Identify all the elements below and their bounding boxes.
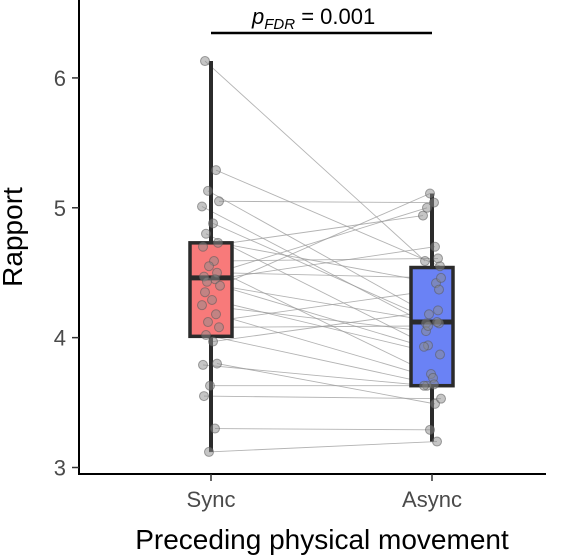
- data-point-sync: [200, 287, 210, 298]
- data-point-sync: [198, 359, 208, 370]
- paired-line: [203, 395, 442, 400]
- axes: [78, 0, 546, 475]
- data-point-sync: [204, 261, 214, 272]
- paired-lines: [201, 60, 442, 453]
- paired-line: [216, 272, 442, 279]
- paired-line: [215, 313, 434, 379]
- data-point-async: [432, 436, 442, 447]
- data-point-sync: [208, 336, 218, 347]
- y-tick-label: 3: [54, 456, 66, 481]
- p-subscript: FDR: [264, 16, 295, 33]
- paired-line: [201, 304, 427, 332]
- data-point-sync: [204, 446, 214, 457]
- x-tick-label: Async: [402, 487, 462, 512]
- data-point-sync: [203, 185, 213, 196]
- paired-line: [208, 441, 438, 453]
- data-point-sync: [210, 423, 220, 434]
- boxes: [188, 61, 455, 452]
- y-tick-label: 6: [54, 66, 66, 91]
- data-point-sync: [212, 358, 222, 369]
- paired-line: [207, 190, 430, 315]
- paired-line: [205, 233, 429, 346]
- y-tick-label: 5: [54, 196, 66, 221]
- paired-line: [206, 281, 425, 348]
- data-point-sync: [211, 309, 221, 320]
- data-point-async: [436, 272, 446, 283]
- paired-line: [219, 285, 438, 323]
- data-point-sync: [202, 276, 212, 287]
- paired-line: [216, 363, 436, 405]
- data-point-async: [436, 393, 446, 404]
- data-point-async: [424, 309, 434, 320]
- data-point-async: [434, 284, 444, 295]
- data-point-async: [422, 202, 432, 213]
- data-points: [197, 56, 446, 457]
- data-point-sync: [201, 228, 211, 239]
- data-point-async: [423, 320, 433, 331]
- box-sync: [188, 61, 234, 452]
- p-value: = 0.001: [295, 4, 375, 29]
- x-axis-title: Preceding physical movement: [135, 524, 509, 555]
- data-point-sync: [215, 280, 225, 291]
- paired-line: [208, 265, 432, 375]
- data-point-async: [429, 197, 439, 208]
- data-point-async: [425, 424, 435, 435]
- data-point-sync: [197, 300, 207, 311]
- data-point-sync: [208, 218, 218, 229]
- data-point-async: [432, 317, 442, 328]
- paired-line: [203, 207, 428, 278]
- data-point-sync: [201, 330, 211, 341]
- data-point-sync: [207, 294, 217, 305]
- paired-line: [218, 200, 435, 204]
- data-point-sync: [213, 237, 223, 248]
- data-point-sync: [214, 196, 224, 207]
- p-symbol: p: [251, 4, 264, 29]
- data-point-async: [418, 210, 428, 221]
- significance-annotation: pFDR = 0.001: [211, 4, 432, 35]
- paired-line: [202, 215, 424, 248]
- data-point-async: [435, 349, 445, 360]
- data-point-sync: [200, 56, 210, 67]
- paired-line: [204, 193, 431, 293]
- data-point-async: [419, 380, 429, 391]
- data-point-sync: [205, 380, 215, 391]
- data-point-sync: [214, 322, 224, 333]
- paired-line: [204, 60, 426, 262]
- data-point-async: [420, 256, 430, 267]
- y-ticks: 3 4 5 6: [54, 66, 79, 481]
- paired-line: [212, 309, 439, 342]
- data-point-sync: [203, 317, 213, 328]
- x-ticks: Sync Async: [187, 474, 462, 512]
- y-tick-label: 4: [54, 326, 66, 351]
- data-point-sync: [211, 165, 221, 176]
- paired-line: [211, 299, 441, 355]
- data-point-async: [433, 305, 443, 316]
- x-tick-label: Sync: [187, 487, 236, 512]
- y-axis-title: Rapport: [0, 187, 28, 287]
- paired-line: [215, 169, 441, 267]
- paired-line: [205, 334, 435, 385]
- data-point-async: [430, 241, 440, 252]
- data-point-async: [433, 253, 443, 264]
- paired-line: [207, 289, 440, 323]
- paired-line: [214, 246, 436, 280]
- data-point-async: [419, 341, 429, 352]
- p-value-label: pFDR = 0.001: [251, 4, 375, 33]
- paired-line: [214, 428, 431, 431]
- data-point-async: [425, 188, 435, 199]
- data-point-sync: [198, 241, 208, 252]
- data-point-sync: [197, 201, 207, 212]
- data-point-sync: [199, 391, 209, 402]
- paired-line: [213, 257, 439, 262]
